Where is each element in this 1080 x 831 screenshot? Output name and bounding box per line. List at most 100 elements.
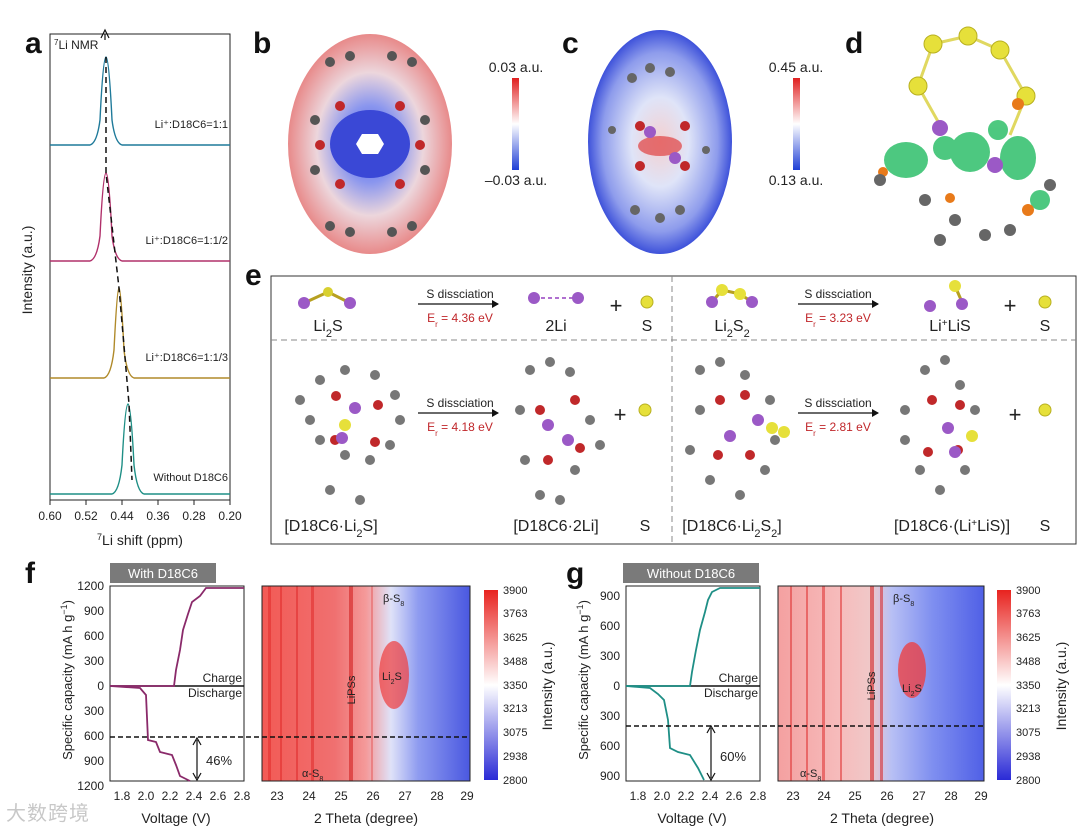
e-bl-process: S dissciation	[426, 396, 493, 410]
e-tr-energy: Er = 3.23 eV	[805, 311, 871, 329]
g-charge-curve	[626, 587, 760, 687]
g-cb-tick-1: 3763	[1016, 608, 1040, 620]
colorbar-c	[793, 78, 800, 170]
esp-map-c	[588, 30, 732, 254]
e-bl-reactant: [D18C6·Li2S]	[284, 518, 377, 540]
f-xticks: 1.8 2.0 2.2 2.4 2.6 2.8	[114, 789, 251, 803]
g-map-xticks: 23 24 25 26 27 28 29	[786, 789, 988, 803]
e-tl-process: S dissciation	[426, 287, 493, 301]
g-voltage-frame	[625, 585, 761, 782]
f-cb-tick-1: 3763	[503, 608, 527, 620]
f-alpha: α-S8	[302, 768, 323, 783]
a-xtick-5: 0.20	[218, 509, 242, 523]
g-xtick-0: 1.8	[630, 789, 647, 803]
cb-c-max: 0.45 a.u.	[769, 59, 824, 75]
g-header-text: Without D18C6	[647, 566, 735, 581]
f-ytick-d600: 600	[84, 729, 104, 743]
f-discharge-curve	[109, 685, 191, 782]
esp-map-b	[288, 34, 452, 254]
colorbar-b	[512, 78, 519, 170]
panel-letter-g: g	[566, 557, 584, 590]
e-tr-reactant: Li2S2	[714, 318, 749, 340]
nmr-label-without: Without D18C6	[153, 472, 228, 484]
f-beta: β-S8	[383, 593, 404, 608]
d18c6-li2s-molecule	[295, 365, 405, 505]
f-charge-label: Charge	[203, 671, 243, 685]
panel-a-xaxis: 0.60 0.52 0.44 0.36 0.28 0.20	[38, 500, 242, 523]
g-ytick-300: 300	[600, 649, 620, 663]
g-map-xtick-1: 24	[817, 789, 831, 803]
f-lipss: LiPSs	[346, 675, 358, 704]
f-percent: 46%	[206, 753, 232, 768]
g-cb-tick-3: 3488	[1016, 656, 1040, 668]
panel-letter-b: b	[253, 27, 271, 60]
g-cb-tick-4: 3350	[1016, 680, 1040, 692]
panel-letter-a: a	[25, 27, 42, 60]
e-tl-arrowhead	[492, 300, 499, 308]
f-ytick-d900: 900	[84, 754, 104, 768]
a-xtick-3: 0.36	[146, 509, 170, 523]
nmr-curve-1-1	[50, 56, 230, 146]
f-xtick-4: 2.6	[210, 789, 227, 803]
e-tr-process: S dissciation	[804, 287, 871, 301]
g-li2s-spot	[898, 642, 926, 698]
g-map-xtick-0: 23	[786, 789, 800, 803]
g-xlabel: Voltage (V)	[657, 810, 726, 826]
e-tr-sulfur	[1038, 295, 1052, 309]
g-xtick-2: 2.2	[678, 789, 695, 803]
nmr-arrow-head	[100, 28, 110, 39]
nmr-label-1-1-2: Li⁺:D18C6=1:1/2	[145, 235, 228, 247]
cb-c-min: 0.13 a.u.	[769, 172, 824, 188]
e-br-sulfur	[1038, 403, 1052, 417]
g-cb-tick-6: 3075	[1016, 727, 1040, 739]
g-xtick-3: 2.4	[702, 789, 719, 803]
g-ytick-d300: 300	[600, 709, 620, 723]
panel-a-frame	[49, 33, 231, 501]
f-cb-tick-2: 3625	[503, 632, 527, 644]
f-header-text: With D18C6	[128, 566, 198, 581]
g-map-xtick-3: 26	[880, 789, 894, 803]
molecule-d	[874, 26, 1056, 246]
g-charge-label: Charge	[719, 671, 759, 685]
f-ytick-900: 900	[84, 604, 104, 618]
g-map-streaks	[790, 586, 883, 781]
g-ytick-900: 900	[600, 589, 620, 603]
nmr-label-1-1: Li⁺:D18C6=1:1	[155, 119, 228, 131]
f-cb-tick-0: 3900	[503, 585, 527, 597]
g-alpha: α-S8	[800, 768, 821, 783]
li-lis-molecule	[924, 280, 968, 312]
e-tl-plus: +	[610, 293, 623, 318]
watermark: 大数跨境	[6, 801, 90, 825]
e-bl-s: S	[640, 518, 651, 535]
g-map-xlabel: 2 Theta (degree)	[830, 810, 934, 826]
f-xlabel: Voltage (V)	[141, 810, 210, 826]
g-map-xtick-5: 28	[944, 789, 958, 803]
f-map-xticks: 23 24 25 26 27 28 29	[270, 789, 474, 803]
g-ylabel: Specific capacity (mA h g−1)	[575, 600, 591, 760]
f-cb-label: Intensity (a.u.)	[539, 642, 555, 731]
g-ytick-0: 0	[613, 679, 620, 693]
g-cb-tick-2: 3625	[1016, 632, 1040, 644]
e-bl-product: [D18C6·2Li]	[513, 518, 598, 535]
nmr-label-1-1-3: Li⁺:D18C6=1:1/3	[145, 352, 228, 364]
f-ylabel: Specific capacity (mA h g−1)	[59, 600, 75, 760]
e-br-plus: +	[1009, 402, 1022, 427]
two-li-atoms	[528, 292, 584, 304]
f-map-xtick-3: 26	[366, 789, 380, 803]
e-bl-arrowhead	[492, 409, 499, 417]
e-tl-s: S	[642, 318, 653, 335]
f-cb-tick-3: 3488	[503, 656, 527, 668]
f-ytick-1200: 1200	[77, 579, 104, 593]
e-bl-energy: Er = 4.18 eV	[427, 420, 493, 438]
e-tr-product: Li+LiS	[929, 318, 970, 336]
a-xtick-4: 0.28	[182, 509, 206, 523]
cb-b-min: –0.03 a.u.	[485, 172, 547, 188]
nmr-shift-dashed	[105, 57, 133, 481]
f-li2s: Li2S	[382, 671, 402, 686]
f-voltage-frame	[109, 585, 245, 782]
g-cb-tick-8: 2800	[1016, 775, 1040, 787]
f-cb-tick-5: 3213	[503, 703, 527, 715]
e-tr-plus: +	[1004, 293, 1017, 318]
f-map-xlabel: 2 Theta (degree)	[314, 810, 418, 826]
